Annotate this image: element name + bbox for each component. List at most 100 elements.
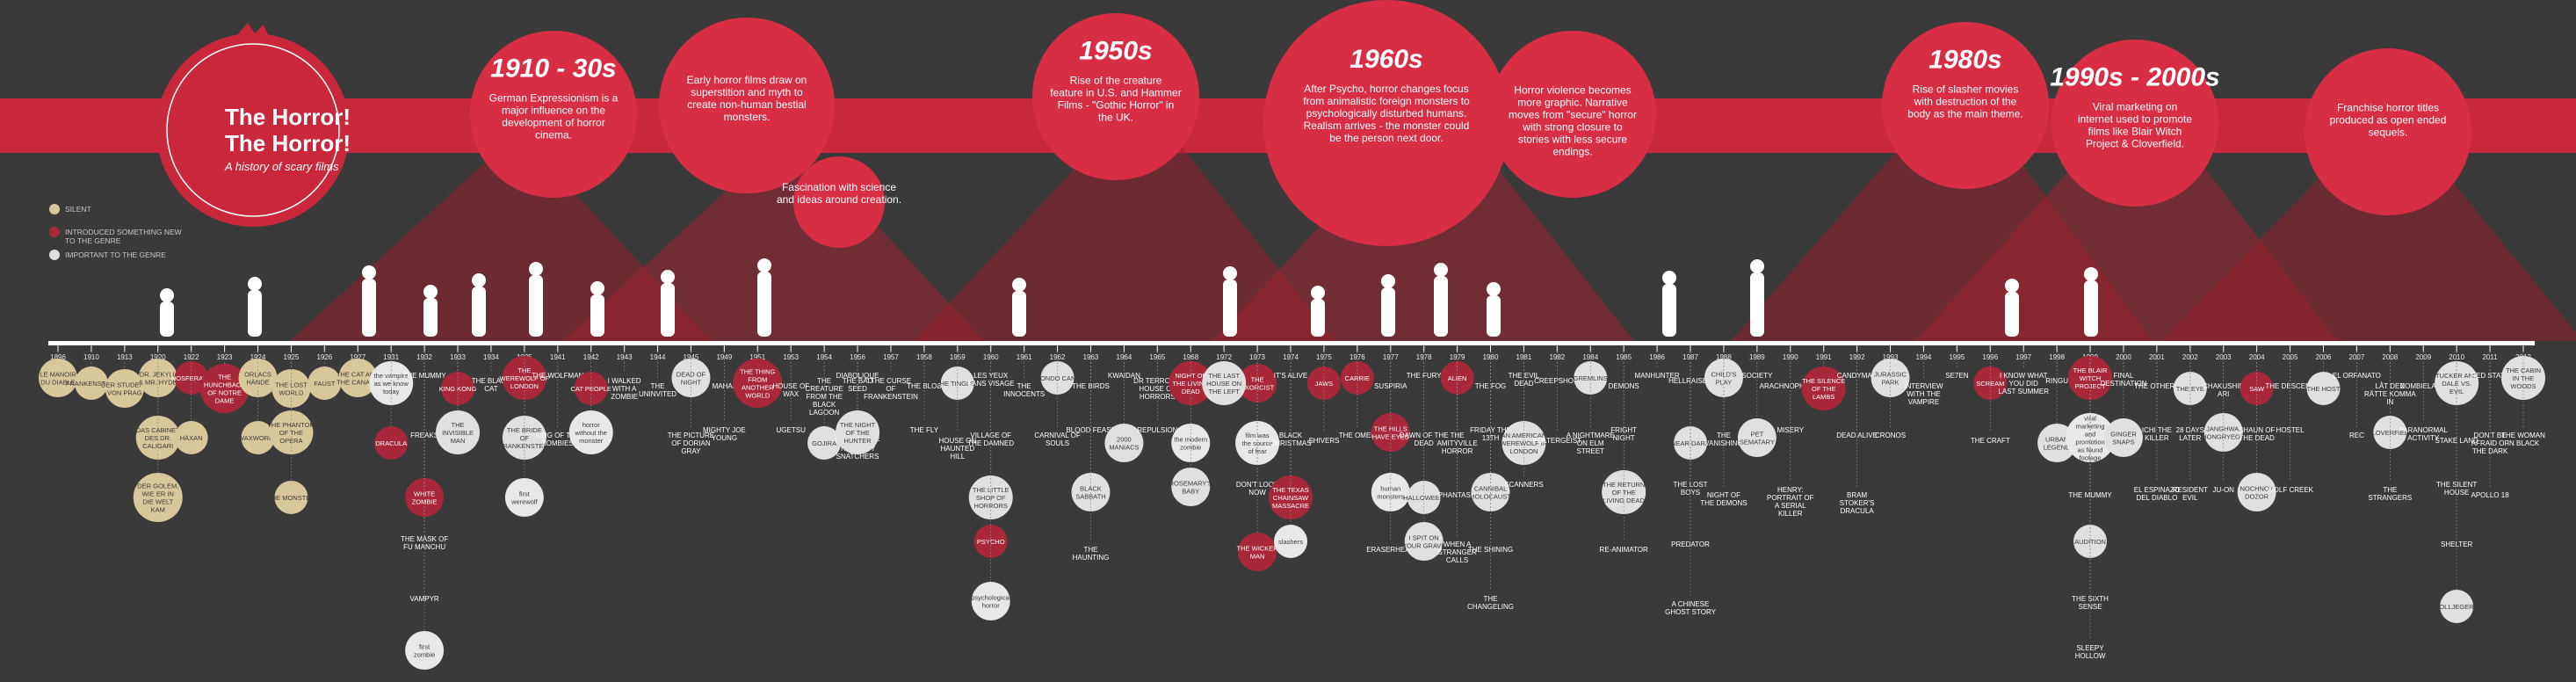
- film-title: THE: [1083, 546, 1097, 554]
- film-title: PROJECT: [2075, 382, 2106, 390]
- monster-silhouette: [1012, 291, 1026, 337]
- film-title: FROM THE: [806, 393, 843, 401]
- year-label: 2000: [2116, 353, 2131, 361]
- film-title: GHOST STORY: [1665, 608, 1716, 616]
- year-label: 1973: [1249, 353, 1265, 361]
- film-title: THE SILENCE: [1802, 377, 1845, 385]
- film-title: DIABOLIQUE: [836, 372, 879, 380]
- film-title: CAT: [484, 385, 498, 393]
- film-circle: [1238, 533, 1277, 571]
- film-title: KILLER: [1778, 510, 1803, 518]
- film-title: THE PICTURE: [668, 432, 714, 439]
- film-title: SE7EN: [1945, 372, 1968, 380]
- film-title: THE OTHERS: [2134, 382, 2180, 390]
- film-title: DIE WELT: [142, 498, 173, 506]
- monster-silhouette: [1311, 299, 1325, 337]
- era-text: body as the main theme.: [1907, 107, 2022, 120]
- era-text: films like Blair Witch: [2088, 125, 2182, 137]
- film-title: FU MANCHU: [403, 543, 445, 551]
- year-label: 1959: [950, 353, 966, 361]
- monster-silhouette-head: [757, 258, 771, 272]
- film-title: HAUNTED: [940, 445, 974, 453]
- monster-silhouette: [1662, 284, 1676, 337]
- film-title: SOULS: [1046, 439, 1069, 447]
- year-label: 2010: [2449, 353, 2464, 361]
- film-title: ZOMBIE: [611, 393, 638, 401]
- monster-silhouette: [1434, 276, 1448, 337]
- era-text: internet used to promote: [2078, 112, 2192, 125]
- film-title: I SPIT ON: [1409, 534, 1439, 542]
- year-label: 1925: [284, 353, 300, 361]
- film-title: promotion: [2075, 439, 2104, 446]
- film-title: THE: [1484, 595, 1498, 603]
- year-label: 1965: [1149, 353, 1165, 361]
- film-title: THE EVIL: [1509, 372, 1540, 380]
- film-title: MASSACRE: [1272, 502, 1309, 510]
- film-title: first: [519, 490, 531, 498]
- film-title: SHOP OF: [976, 494, 1006, 502]
- spotlight-ray: [290, 132, 712, 341]
- film-title: IN THE: [2513, 374, 2534, 382]
- era-text: more graphic. Narrative: [1517, 96, 1628, 108]
- film-title: DU DIABLE: [40, 379, 76, 387]
- era-bubble: [1882, 22, 2049, 189]
- monster-silhouette: [1750, 272, 1764, 337]
- film-circle: [971, 582, 1010, 620]
- monster-silhouette: [1487, 295, 1501, 337]
- film-title: EL ORFANATO: [2333, 372, 2381, 380]
- film-title: HUNCHBACK: [204, 381, 246, 389]
- film-title: THE DESCENT: [2265, 382, 2315, 390]
- film-title: FROM: [748, 376, 767, 384]
- era-text: major influence on the: [502, 104, 605, 116]
- year-label: 1943: [617, 353, 633, 361]
- film-title: THE EYE: [2176, 385, 2204, 393]
- film-title: THE LAST: [1208, 372, 1240, 380]
- film-title: SAW: [2249, 385, 2265, 393]
- film-title: NIGHT: [1613, 434, 1635, 442]
- film-title: DAWN OF THE: [1400, 432, 1449, 439]
- year-label: 2002: [2182, 353, 2198, 361]
- film-title: DER GOLEM,: [137, 482, 178, 490]
- monster-silhouette-head: [2084, 267, 2098, 281]
- film-circle: [105, 369, 144, 408]
- film-title: THE WOLFMAN: [532, 372, 583, 380]
- spotlight-ray: [2161, 105, 2576, 341]
- film-title: CHAINSAW: [1273, 494, 1309, 502]
- year-label: 1987: [1682, 353, 1698, 361]
- film-title: FRANKENSTEIN: [864, 393, 918, 401]
- era-text: Rise of slasher movies: [1913, 83, 2019, 95]
- year-label: 1989: [1749, 353, 1765, 361]
- film-title: RÄTTE KOMMA: [2364, 390, 2416, 398]
- year-label: 1961: [1017, 353, 1032, 361]
- film-title: HUNTER: [843, 437, 872, 445]
- film-title: slashers: [1278, 538, 1303, 546]
- film-circle: [308, 366, 342, 400]
- film-circle: [2237, 473, 2276, 512]
- film-title: DEAD ALIVE: [1836, 432, 1878, 439]
- film-title: CAT PEOPLE: [570, 385, 611, 393]
- film-title: PREDATOR: [1671, 541, 1710, 548]
- film-title: THE DARK: [2472, 447, 2508, 455]
- film-title: MANHUNTER: [1635, 372, 1680, 380]
- year-label: 1994: [1916, 353, 1932, 361]
- year-label: 1984: [1582, 353, 1598, 361]
- film-title: THE CRAFT: [1971, 437, 2010, 445]
- era-text: Films - "Gothic Horror" in: [1058, 98, 1175, 111]
- film-title: PET: [1751, 431, 1764, 439]
- film-title: THE MONSTER: [267, 494, 315, 502]
- era-bubble: [1489, 31, 1656, 198]
- film-title: STREET: [1576, 447, 1604, 455]
- monster-silhouette-head: [661, 270, 675, 284]
- year-label: 1981: [1516, 353, 1532, 361]
- film-title: THE MUMMY: [2068, 491, 2112, 499]
- film-title: URBAN: [2045, 436, 2068, 444]
- era-text: be the person next door.: [1329, 132, 1443, 144]
- film-circle: [568, 410, 613, 454]
- year-label: 1977: [1383, 353, 1399, 361]
- film-title: FAUST: [314, 380, 336, 388]
- film-title: ALIEN: [1448, 374, 1467, 382]
- film-title: PORTRAIT OF: [1767, 494, 1814, 502]
- monster-silhouette-head: [160, 288, 174, 302]
- monster-silhouette: [423, 298, 438, 337]
- year-label: 1976: [1350, 353, 1365, 361]
